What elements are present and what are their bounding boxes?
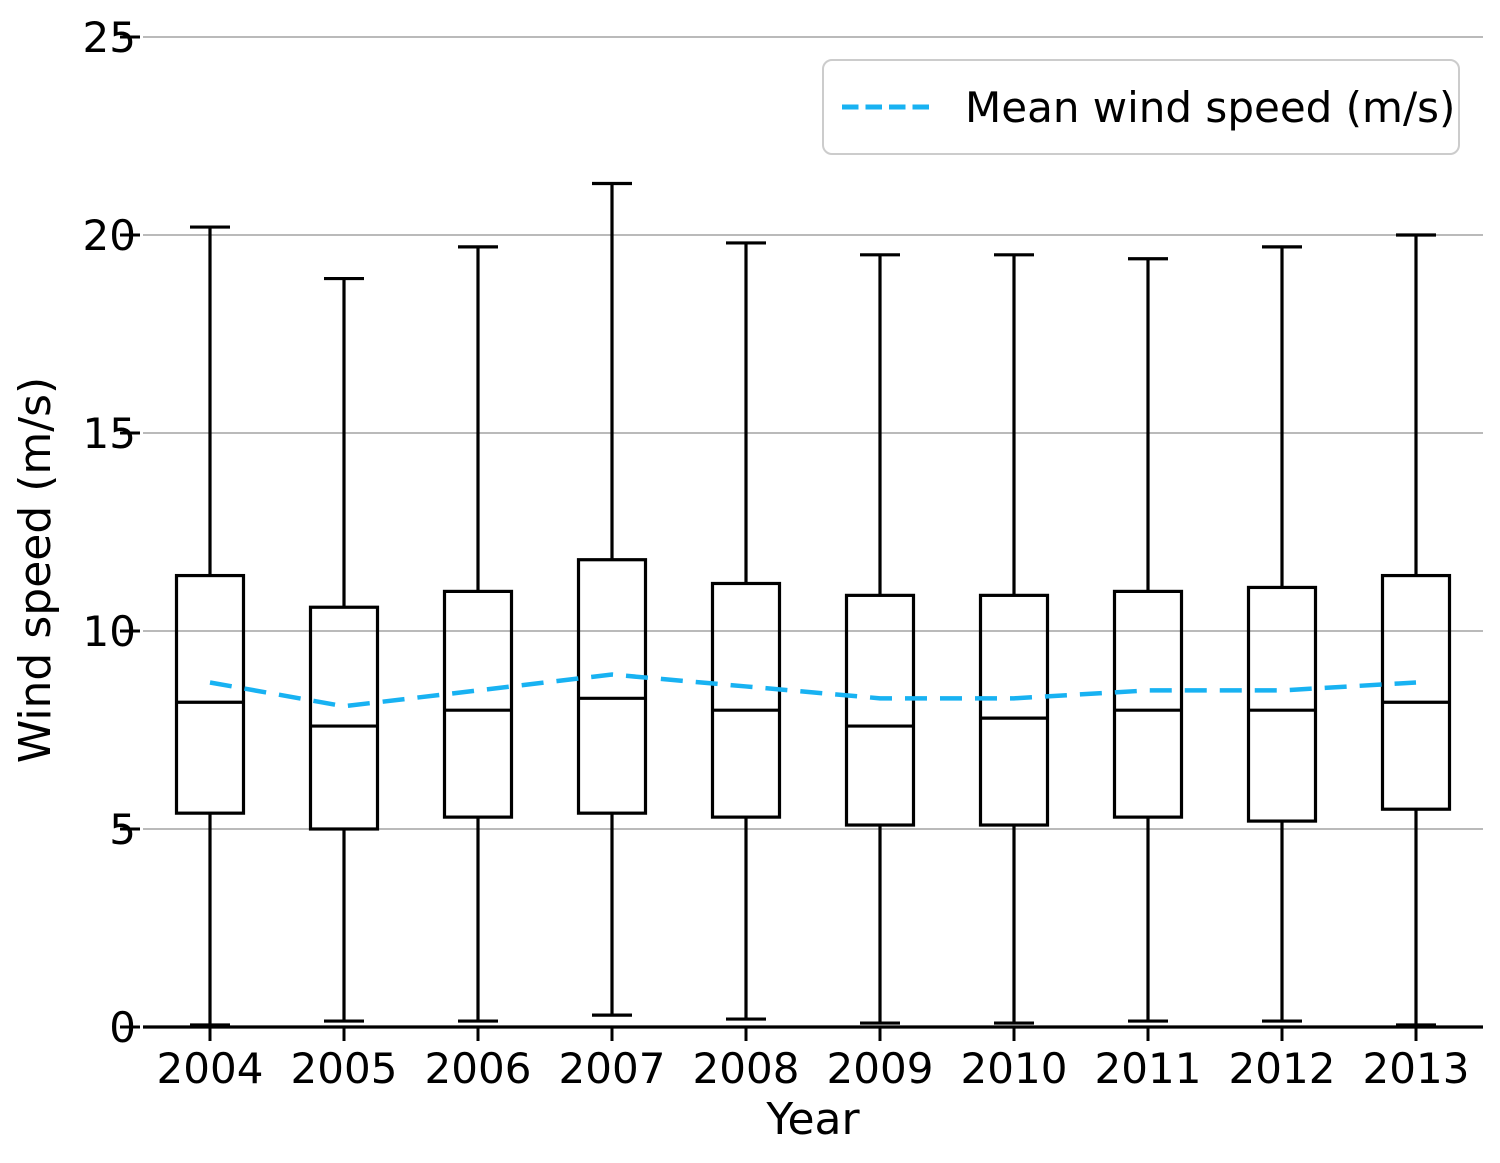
legend-label: Mean wind speed (m/s) bbox=[965, 82, 1456, 132]
box-2008 bbox=[710, 581, 782, 819]
y-axis-label: Wind speed (m/s) bbox=[10, 376, 61, 764]
x-tick-label-2009: 2009 bbox=[827, 1044, 934, 1093]
box-2005 bbox=[308, 605, 380, 831]
box-2006 bbox=[442, 589, 514, 819]
y-tick-label-10: 10 bbox=[83, 607, 136, 656]
x-tick-label-2007: 2007 bbox=[559, 1044, 666, 1093]
box-2004 bbox=[174, 573, 246, 815]
x-tick-label-2006: 2006 bbox=[425, 1044, 532, 1093]
box-2007 bbox=[576, 558, 648, 815]
y-tick-label-0: 0 bbox=[109, 1003, 136, 1052]
x-tick-label-2011: 2011 bbox=[1095, 1044, 1202, 1093]
x-tick-label-2010: 2010 bbox=[961, 1044, 1068, 1093]
legend: Mean wind speed (m/s) bbox=[822, 59, 1460, 155]
legend-dash-icon bbox=[842, 104, 933, 110]
x-tick-label-2004: 2004 bbox=[157, 1044, 264, 1093]
y-tick-label-25: 25 bbox=[83, 13, 136, 62]
x-tick-label-2008: 2008 bbox=[693, 1044, 800, 1093]
box-2011 bbox=[1112, 589, 1184, 819]
y-tick-label-20: 20 bbox=[83, 211, 136, 260]
mean-wind-speed-line bbox=[209, 672, 1417, 709]
x-tick-label-2005: 2005 bbox=[291, 1044, 398, 1093]
y-tick-label-15: 15 bbox=[83, 409, 136, 458]
box-2009 bbox=[844, 593, 916, 827]
box-2012 bbox=[1246, 585, 1318, 823]
box-2013 bbox=[1380, 573, 1452, 811]
y-tick-label-5: 5 bbox=[109, 805, 136, 854]
x-tick-label-2013: 2013 bbox=[1363, 1044, 1470, 1093]
x-axis-label: Year bbox=[766, 1094, 860, 1145]
x-tick-label-2012: 2012 bbox=[1229, 1044, 1336, 1093]
box-2010 bbox=[978, 593, 1050, 827]
